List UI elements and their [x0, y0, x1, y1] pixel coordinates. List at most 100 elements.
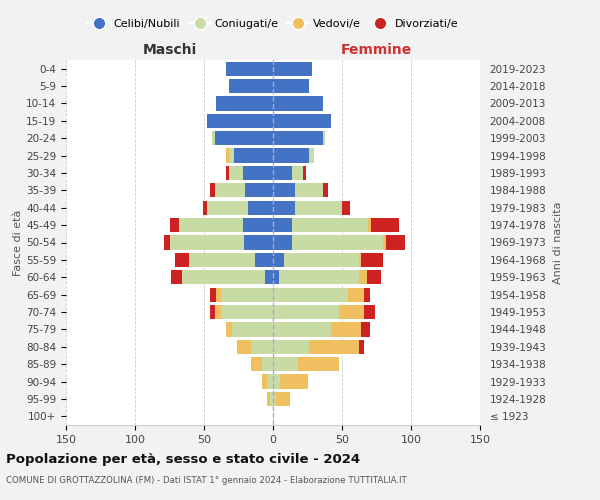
Bar	[209, 305, 215, 319]
Bar	[371, 218, 398, 232]
Bar	[295, 200, 342, 215]
Bar	[255, 253, 273, 267]
Bar	[273, 270, 278, 284]
Bar	[364, 305, 375, 319]
Bar	[164, 236, 170, 250]
Bar	[367, 270, 380, 284]
Bar	[251, 357, 262, 372]
Bar	[268, 374, 273, 388]
Bar	[273, 374, 280, 388]
Bar	[217, 288, 221, 302]
Bar	[170, 218, 179, 232]
Bar	[273, 340, 309, 354]
Bar	[207, 200, 248, 215]
Bar	[229, 148, 235, 162]
Bar	[242, 218, 273, 232]
Bar	[221, 288, 273, 302]
Bar	[273, 62, 311, 76]
Bar	[215, 131, 273, 146]
Bar	[226, 322, 232, 336]
Bar	[309, 148, 314, 162]
Bar	[280, 374, 308, 388]
Bar	[226, 62, 273, 76]
Bar	[179, 218, 242, 232]
Bar	[273, 357, 298, 372]
Bar	[273, 218, 292, 232]
Bar	[229, 79, 273, 93]
Bar	[278, 270, 359, 284]
Bar	[359, 270, 367, 284]
Bar	[361, 253, 383, 267]
Bar	[209, 288, 217, 302]
Bar	[273, 79, 309, 93]
Bar	[292, 166, 304, 180]
Bar	[309, 340, 359, 354]
Bar	[273, 131, 323, 146]
Bar	[386, 236, 406, 250]
Text: Maschi: Maschi	[142, 42, 197, 56]
Bar	[273, 253, 284, 267]
Bar	[270, 392, 273, 406]
Bar	[189, 253, 255, 267]
Bar	[295, 183, 323, 198]
Bar	[237, 340, 251, 354]
Bar	[217, 96, 273, 110]
Bar	[212, 131, 215, 146]
Bar	[339, 305, 364, 319]
Text: Popolazione per età, sesso e stato civile - 2024: Popolazione per età, sesso e stato civil…	[6, 452, 360, 466]
Bar	[251, 340, 273, 354]
Bar	[207, 114, 273, 128]
Bar	[209, 183, 215, 198]
Text: COMUNE DI GROTTAZZOLINA (FM) - Dati ISTAT 1° gennaio 2024 - Elaborazione TUTTITA: COMUNE DI GROTTAZZOLINA (FM) - Dati ISTA…	[6, 476, 407, 485]
Bar	[215, 305, 221, 319]
Bar	[242, 166, 273, 180]
Bar	[226, 148, 229, 162]
Bar	[292, 218, 368, 232]
Bar	[235, 148, 273, 162]
Bar	[232, 322, 273, 336]
Bar	[273, 114, 331, 128]
Bar	[292, 236, 383, 250]
Bar	[323, 131, 325, 146]
Bar	[262, 374, 268, 388]
Bar	[273, 392, 276, 406]
Bar	[203, 200, 207, 215]
Legend: Celibi/Nubili, Coniugati/e, Vedovi/e, Divorziati/e: Celibi/Nubili, Coniugati/e, Vedovi/e, Di…	[83, 14, 463, 34]
Bar	[229, 166, 242, 180]
Bar	[273, 288, 347, 302]
Bar	[215, 183, 245, 198]
Bar	[359, 340, 364, 354]
Bar	[262, 357, 273, 372]
Bar	[182, 270, 265, 284]
Bar	[273, 305, 339, 319]
Bar	[364, 288, 370, 302]
Bar	[273, 96, 323, 110]
Bar	[361, 322, 370, 336]
Bar	[273, 166, 292, 180]
Bar	[383, 236, 386, 250]
Y-axis label: Anni di nascita: Anni di nascita	[553, 201, 563, 284]
Bar	[169, 236, 244, 250]
Bar	[175, 253, 189, 267]
Y-axis label: Fasce di età: Fasce di età	[13, 210, 23, 276]
Bar	[331, 322, 361, 336]
Bar	[273, 236, 292, 250]
Bar	[304, 166, 306, 180]
Bar	[359, 253, 361, 267]
Bar	[273, 200, 295, 215]
Bar	[273, 148, 309, 162]
Bar	[171, 270, 182, 284]
Bar	[265, 270, 273, 284]
Text: Femmine: Femmine	[341, 42, 412, 56]
Bar	[323, 183, 328, 198]
Bar	[347, 288, 364, 302]
Bar	[284, 253, 359, 267]
Bar	[342, 200, 350, 215]
Bar	[245, 183, 273, 198]
Bar	[298, 357, 339, 372]
Bar	[268, 392, 270, 406]
Bar	[244, 236, 273, 250]
Bar	[273, 183, 295, 198]
Bar	[248, 200, 273, 215]
Bar	[221, 305, 273, 319]
